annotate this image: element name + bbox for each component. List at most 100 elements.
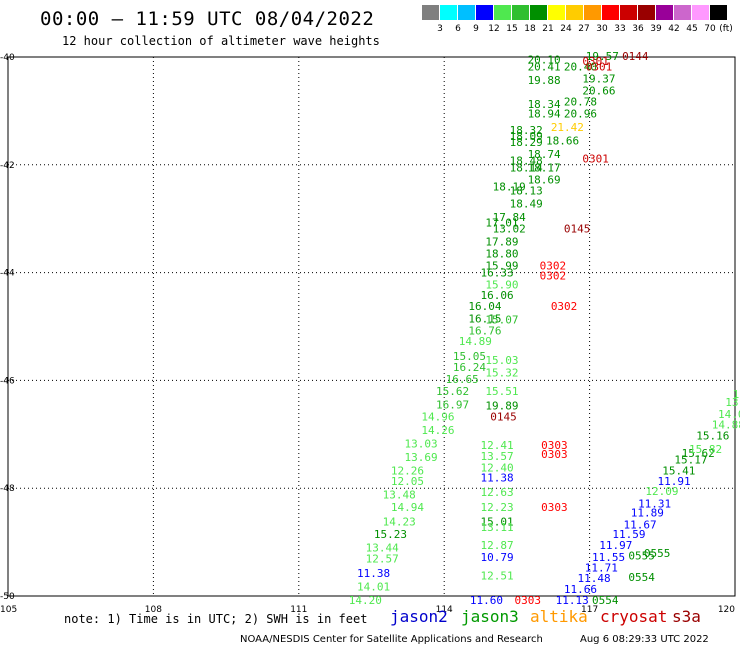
wave-height-value: 11.71 [585, 561, 618, 574]
wave-height-value: 14.26 [421, 424, 454, 437]
wave-height-value: 18.49 [510, 198, 543, 211]
wave-height-value: 15.82 [689, 443, 722, 456]
wave-height-value: 0303 [514, 594, 541, 607]
color-scale-label: 70 [704, 24, 716, 34]
wave-height-value: 12.05 [391, 475, 424, 488]
longitude-label: 114 [436, 605, 453, 615]
color-swatch [656, 5, 673, 20]
wave-height-value: 13.44 [366, 541, 399, 554]
color-scale-label: 12 [488, 24, 500, 34]
color-scale-label: 39 [650, 24, 662, 34]
color-swatch [548, 5, 565, 20]
latitude-label: -44 [0, 269, 15, 279]
wave-height-value: 1 [733, 388, 740, 401]
color-scale-label: 30 [596, 24, 608, 34]
wave-height-value: 18.29 [510, 136, 543, 149]
wave-height-value: 18.34 [528, 98, 561, 111]
color-scale-label: 3 [437, 24, 443, 34]
color-swatch [638, 5, 655, 20]
wave-height-value: 18.74 [528, 148, 561, 161]
wave-height-value: 10.79 [481, 551, 514, 564]
wave-height-value: 20.78 [564, 96, 597, 109]
wave-height-value: 14.20 [349, 594, 382, 607]
footer-timestamp: Aug 6 08:29:33 UTC 2022 [580, 634, 709, 645]
wave-height-value: 14.96 [421, 411, 454, 424]
wave-height-value: 15.07 [485, 313, 518, 326]
wave-height-value: 12.63 [481, 486, 514, 499]
wave-height-value: 0301 [586, 61, 613, 74]
wave-height-value: 11.48 [577, 572, 610, 585]
wave-height-value: 15.17 [674, 454, 707, 467]
wave-height-value: 21.42 [551, 121, 584, 134]
wave-height-value: 15.99 [485, 260, 518, 273]
wave-height-value: 18.32 [510, 124, 543, 137]
wave-height-value: 11.60 [470, 594, 503, 607]
wave-height-value: 11.31 [638, 497, 671, 510]
wave-height-value: 0145 [564, 222, 591, 235]
longitude-label: 117 [581, 605, 598, 615]
wave-height-value: 11.38 [357, 567, 390, 580]
wave-height-value: 14.94 [391, 501, 424, 514]
map-subtitle: 12 hour collection of altimeter wave hei… [62, 34, 380, 48]
map-grid [7, 56, 736, 597]
color-swatch [566, 5, 583, 20]
wave-height-value: 11.67 [624, 518, 657, 531]
wave-height-value: 11.59 [612, 528, 645, 541]
color-swatch [674, 5, 691, 20]
wave-height-value: 0555 [644, 547, 671, 560]
wave-height-value: 18.48 [510, 154, 543, 167]
wave-height-value: 11.91 [657, 475, 690, 488]
wave-height-value: 20.10 [528, 54, 561, 67]
wave-height-value: 0302 [540, 260, 567, 273]
color-scale-label: 18 [524, 24, 536, 34]
wave-height-value: 15.41 [662, 464, 695, 477]
wave-height-value: 19.88 [528, 74, 561, 87]
satellite-legend-cryosat: cryosat [600, 607, 668, 626]
wave-height-value: 18.14 [510, 161, 543, 174]
color-swatch [476, 5, 493, 20]
wave-height-value: 14.0 [718, 408, 740, 421]
color-scale-label: 21 [542, 24, 554, 34]
wave-height-value: 15.62 [436, 385, 469, 398]
wave-height-value: 0555 [628, 550, 655, 563]
wave-height-value: 13.03 [404, 437, 437, 450]
wave-height-value: 15.05 [453, 350, 486, 363]
longitude-label: 105 [0, 605, 17, 615]
color-swatch [530, 5, 547, 20]
color-swatch [458, 5, 475, 20]
satellite-legend-s3a: s3a [672, 607, 701, 626]
wave-height-value: 11.97 [599, 539, 632, 552]
wave-height-value: 18.19 [493, 180, 526, 193]
longitude-label: 120 [718, 605, 735, 615]
wave-height-value: 11.89 [631, 506, 664, 519]
satellite-legend-jason2: jason2 [390, 607, 448, 626]
wave-height-value: 15.01 [481, 516, 514, 529]
satellite-legend-jason3: jason3 [461, 607, 519, 626]
wave-height-value: 16.06 [481, 289, 514, 302]
wave-height-value: 12.40 [481, 462, 514, 475]
wave-height-value: 19.37 [582, 73, 615, 86]
wave-height-value: 13. [725, 396, 740, 409]
wave-height-value: 16.76 [468, 324, 501, 337]
wave-height-value: 13.02 [493, 222, 526, 235]
wave-height-value: 15.16 [696, 429, 729, 442]
color-swatch [710, 5, 727, 20]
wave-height-value: 18.09 [510, 130, 543, 143]
wave-height-value: 11.38 [481, 471, 514, 484]
wave-height-value: 12.57 [366, 552, 399, 565]
wave-height-value: 12.51 [481, 570, 514, 583]
wave-height-value: 20.41 [528, 61, 561, 74]
longitude-label: 111 [290, 605, 307, 615]
wave-height-value: 14.23 [383, 516, 416, 529]
wave-height-value: 12.87 [481, 539, 514, 552]
latitude-label: -46 [0, 376, 15, 386]
wave-height-value: 18.80 [485, 248, 518, 261]
footer-credit: NOAA/NESDIS Center for Satellite Applica… [240, 634, 543, 645]
wave-height-value: 0303 [541, 439, 568, 452]
wave-height-value: 15.32 [485, 366, 518, 379]
wave-height-value: 18.69 [528, 173, 561, 186]
wave-height-value: 18.94 [528, 108, 561, 121]
wave-height-value: 18.13 [510, 185, 543, 198]
wave-height-value: 19.57 [586, 50, 619, 63]
